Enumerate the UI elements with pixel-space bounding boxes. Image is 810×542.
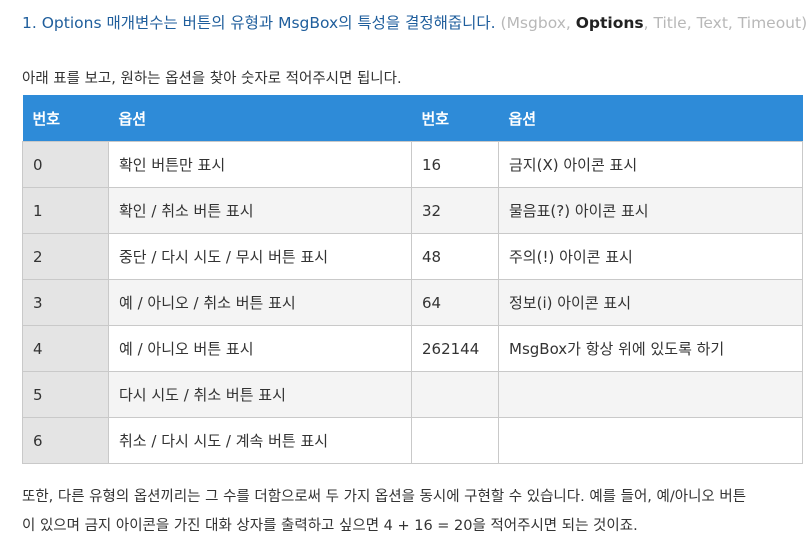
cell-number — [411, 371, 499, 418]
cell-option: 금지(X) 아이콘 표시 — [498, 141, 803, 188]
intro-text: 아래 표를 보고, 원하는 옵션을 찾아 숫자로 적어주시면 됩니다. — [22, 71, 402, 87]
cell-number: 1 — [22, 187, 109, 234]
header-option-2: 옵션 — [498, 95, 803, 142]
header-option-1: 옵션 — [108, 95, 412, 142]
table-row: 1 확인 / 취소 버튼 표시 32 물음표(?) 아이콘 표시 — [22, 187, 803, 234]
cell-option — [498, 417, 803, 464]
outro-paragraph: 또한, 다른 유형의 옵션끼리는 그 수를 더함으로써 두 가지 옵션을 동시에… — [22, 483, 806, 541]
params-open: (Msgbox, — [500, 14, 576, 32]
cell-option: 예 / 아니오 버튼 표시 — [108, 325, 412, 372]
cell-option — [498, 371, 803, 418]
cell-number: 4 — [22, 325, 109, 372]
cell-number: 5 — [22, 371, 109, 418]
cell-number: 64 — [411, 279, 499, 326]
cell-option: 물음표(?) 아이콘 표시 — [498, 187, 803, 234]
params-close: , Title, Text, Timeout) — [643, 14, 808, 32]
cell-number: 3 — [22, 279, 109, 326]
cell-option: 확인 버튼만 표시 — [108, 141, 412, 188]
header-number-1: 번호 — [22, 95, 109, 142]
cell-option: 주의(!) 아이콘 표시 — [498, 233, 803, 280]
cell-option: 확인 / 취소 버튼 표시 — [108, 187, 412, 234]
table-row: 2 중단 / 다시 시도 / 무시 버튼 표시 48 주의(!) 아이콘 표시 — [22, 233, 803, 280]
params-options: Options — [575, 14, 644, 32]
cell-option: 중단 / 다시 시도 / 무시 버튼 표시 — [108, 233, 412, 280]
outro-line-2: 이 있으며 금지 아이콘을 가진 대화 상자를 출력하고 싶으면 4 + 16 … — [22, 518, 638, 534]
cell-option: 취소 / 다시 시도 / 계속 버튼 표시 — [108, 417, 412, 464]
cell-option: MsgBox가 항상 위에 있도록 하기 — [498, 325, 803, 372]
cell-number — [411, 417, 499, 464]
table-row: 5 다시 시도 / 취소 버튼 표시 — [22, 371, 803, 418]
table-row: 4 예 / 아니오 버튼 표시 262144 MsgBox가 항상 위에 있도록… — [22, 325, 803, 372]
header-number-2: 번호 — [411, 95, 499, 142]
outro-line-1: 또한, 다른 유형의 옵션끼리는 그 수를 더함으로써 두 가지 옵션을 동시에… — [22, 489, 747, 505]
cell-option: 정보(i) 아이콘 표시 — [498, 279, 803, 326]
table-header-row: 번호 옵션 번호 옵션 — [22, 95, 803, 142]
cell-number: 16 — [411, 141, 499, 188]
cell-option: 다시 시도 / 취소 버튼 표시 — [108, 371, 412, 418]
options-table: 번호 옵션 번호 옵션 0 확인 버튼만 표시 16 금지(X) 아이콘 표시 … — [22, 95, 803, 464]
heading-params: (Msgbox, Options, Title, Text, Timeout) — [501, 14, 808, 32]
cell-number: 2 — [22, 233, 109, 280]
cell-option: 예 / 아니오 / 취소 버튼 표시 — [108, 279, 412, 326]
cell-number: 32 — [411, 187, 499, 234]
cell-number: 6 — [22, 417, 109, 464]
cell-number: 262144 — [411, 325, 499, 372]
section-heading: 1. Options 매개변수는 버튼의 유형과 MsgBox의 특성을 결정해… — [22, 12, 808, 34]
table-row: 0 확인 버튼만 표시 16 금지(X) 아이콘 표시 — [22, 141, 803, 188]
table-row: 3 예 / 아니오 / 취소 버튼 표시 64 정보(i) 아이콘 표시 — [22, 279, 803, 326]
cell-number: 0 — [22, 141, 109, 188]
heading-text: 1. Options 매개변수는 버튼의 유형과 MsgBox의 특성을 결정해… — [22, 14, 496, 32]
table-row: 6 취소 / 다시 시도 / 계속 버튼 표시 — [22, 417, 803, 464]
cell-number: 48 — [411, 233, 499, 280]
